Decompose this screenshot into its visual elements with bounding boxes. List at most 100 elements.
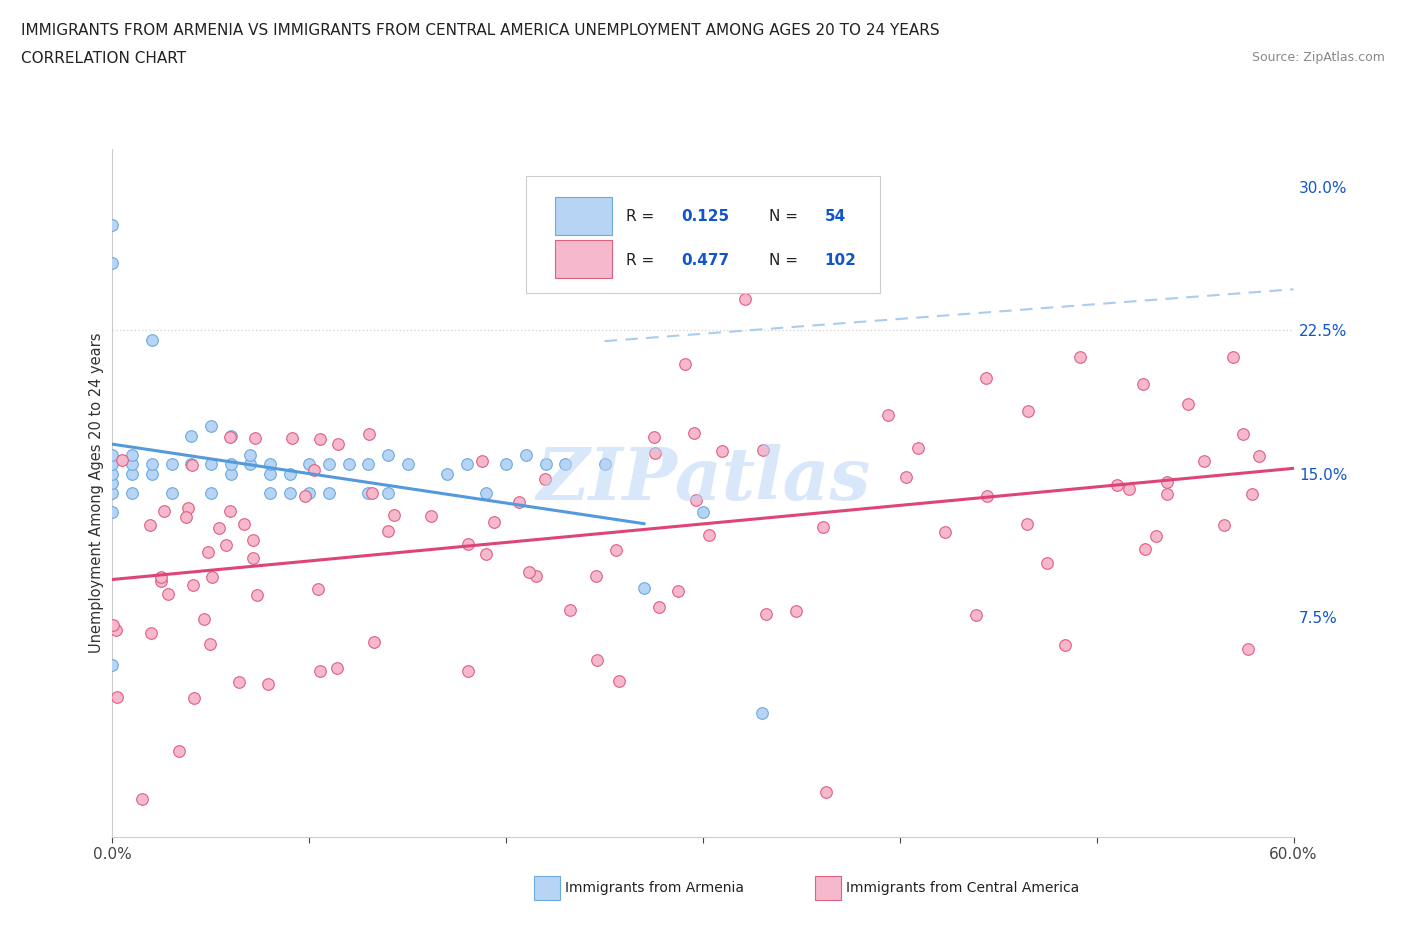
Point	[974, 370, 997, 385]
Text: N =: N =	[769, 253, 803, 268]
Point	[420, 509, 443, 524]
Point	[104, 622, 127, 637]
Point	[259, 466, 281, 481]
Point	[121, 457, 143, 472]
Point	[239, 457, 262, 472]
Point	[811, 520, 834, 535]
Point	[153, 504, 176, 519]
Point	[484, 514, 506, 529]
Point	[666, 584, 689, 599]
Point	[534, 457, 557, 472]
Point	[218, 430, 240, 445]
Point	[785, 604, 807, 618]
Point	[294, 488, 316, 503]
Point	[239, 447, 262, 462]
Text: R =: R =	[626, 208, 659, 224]
Point	[101, 218, 124, 232]
Point	[558, 603, 581, 618]
Point	[141, 333, 163, 348]
Y-axis label: Unemployment Among Ages 20 to 24 years: Unemployment Among Ages 20 to 24 years	[89, 333, 104, 653]
Point	[101, 505, 124, 520]
Point	[180, 428, 202, 443]
Point	[457, 664, 479, 679]
Point	[382, 508, 405, 523]
Point	[121, 447, 143, 462]
Text: N =: N =	[769, 208, 803, 224]
Point	[605, 543, 627, 558]
Point	[183, 691, 205, 706]
Point	[308, 664, 330, 679]
Point	[1118, 482, 1140, 497]
Point	[1015, 517, 1038, 532]
Point	[150, 569, 173, 584]
Point	[246, 588, 269, 603]
Point	[243, 431, 266, 445]
Point	[377, 485, 399, 500]
Point	[965, 608, 987, 623]
Point	[360, 485, 382, 500]
Point	[160, 457, 183, 472]
Point	[377, 524, 399, 538]
Point	[377, 447, 399, 462]
Point	[180, 457, 202, 472]
Point	[877, 407, 900, 422]
Point	[309, 432, 332, 446]
Text: ZIPatlas: ZIPatlas	[536, 444, 870, 514]
Point	[200, 457, 222, 472]
Text: Immigrants from Armenia: Immigrants from Armenia	[565, 881, 744, 896]
Point	[242, 551, 264, 565]
FancyBboxPatch shape	[555, 197, 612, 235]
Text: 0.125: 0.125	[682, 208, 730, 224]
Point	[517, 565, 540, 579]
Point	[644, 445, 666, 460]
Point	[585, 568, 607, 583]
Point	[167, 743, 190, 758]
Point	[298, 457, 321, 472]
Text: R =: R =	[626, 253, 659, 268]
Point	[357, 426, 380, 441]
Point	[1232, 427, 1254, 442]
Point	[181, 578, 204, 592]
Point	[815, 784, 838, 799]
Point	[197, 544, 219, 559]
Point	[219, 428, 242, 443]
Point	[934, 525, 956, 539]
Point	[755, 607, 778, 622]
Text: 54: 54	[825, 208, 846, 224]
Point	[1192, 454, 1215, 469]
Point	[586, 653, 609, 668]
Point	[515, 447, 537, 462]
Point	[1222, 350, 1244, 365]
Point	[257, 676, 280, 691]
Point	[1213, 517, 1236, 532]
Point	[101, 447, 124, 462]
Point	[752, 443, 775, 458]
Point	[281, 431, 304, 445]
Point	[495, 457, 517, 472]
Point	[1237, 642, 1260, 657]
Point	[734, 292, 756, 307]
Text: 102: 102	[825, 253, 856, 268]
Point	[111, 453, 134, 468]
Point	[1036, 555, 1059, 570]
Point	[1069, 350, 1091, 365]
Point	[201, 569, 224, 584]
Point	[357, 485, 380, 500]
Point	[149, 574, 172, 589]
Point	[181, 458, 204, 472]
Point	[101, 476, 124, 491]
Point	[157, 587, 180, 602]
Point	[976, 488, 998, 503]
Point	[302, 462, 325, 477]
Point	[896, 470, 918, 485]
Point	[326, 436, 349, 451]
Text: CORRELATION CHART: CORRELATION CHART	[21, 51, 186, 66]
Point	[1053, 638, 1076, 653]
Point	[141, 625, 163, 640]
Point	[1241, 486, 1264, 501]
Point	[105, 689, 128, 704]
Point	[471, 454, 494, 469]
Point	[697, 527, 720, 542]
Point	[259, 485, 281, 500]
Point	[174, 510, 197, 525]
